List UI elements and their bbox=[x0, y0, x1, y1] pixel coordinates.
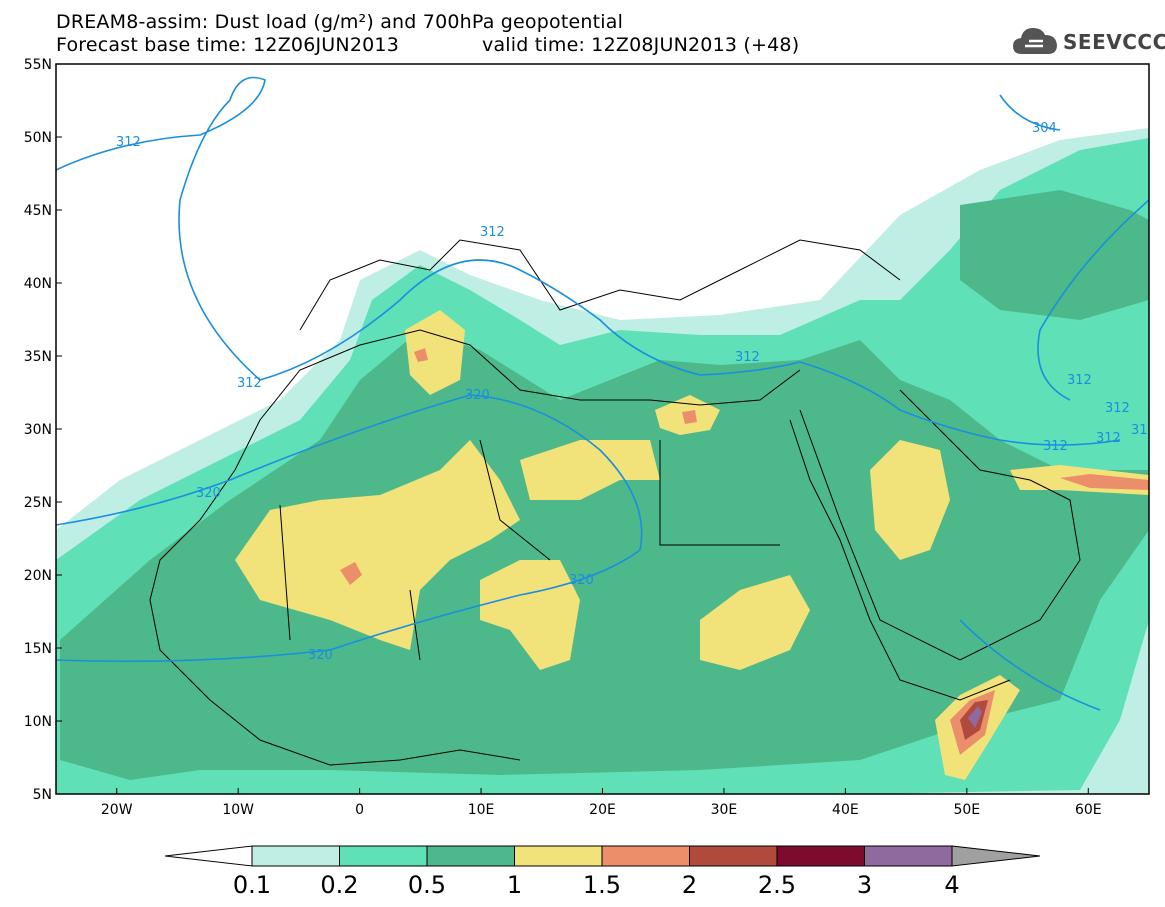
lon-tick-label: 40E bbox=[832, 802, 859, 818]
logo-text: SEEVCCC bbox=[1063, 30, 1165, 54]
dust-band-1.5-tunisia bbox=[414, 348, 428, 362]
coastline-west-africa bbox=[149, 469, 521, 766]
dust-band-1-arabia bbox=[870, 440, 950, 560]
contour-label: 312 bbox=[1043, 439, 1068, 454]
colorbar-tick-label: 1 bbox=[507, 871, 522, 899]
lon-tick-label: 10E bbox=[468, 802, 495, 818]
lat-tick-label: 20N bbox=[24, 568, 52, 584]
lat-tick-label: 25N bbox=[24, 495, 52, 511]
dust-band-3-somalia bbox=[968, 706, 982, 728]
lon-tick-label: 20W bbox=[101, 802, 133, 818]
colorbar-tick-label: 3 bbox=[857, 871, 872, 899]
contour-label: 304 bbox=[1032, 121, 1057, 136]
colorbar-segment bbox=[426, 845, 515, 867]
dust-band-0.5 bbox=[60, 330, 1149, 780]
colorbar-min-triangle bbox=[164, 845, 253, 867]
latitude-axis: 55N 50N 45N 40N 35N 30N 25N 20N 15N 10N 5N bbox=[24, 57, 62, 803]
colorbar-tick-label: 0.5 bbox=[408, 871, 446, 899]
contour-labels: 312 312 312 312 304 312 320 320 320 320 … bbox=[116, 121, 1148, 663]
contour-312-atlantic bbox=[56, 76, 1121, 446]
contour-label: 312 bbox=[116, 135, 141, 150]
forecast-base-time: Forecast base time: 12Z06JUN2013 bbox=[56, 34, 399, 56]
coastline-europe bbox=[299, 239, 901, 331]
dust-band-1.5-gulf bbox=[1060, 474, 1149, 490]
contour-label: 320 bbox=[465, 388, 490, 403]
contour-label: 312 bbox=[1105, 401, 1130, 416]
colorbar-tick-label: 2 bbox=[682, 871, 697, 899]
dust-band-1-tunisia bbox=[405, 310, 465, 395]
dust-band-0.5-ne bbox=[960, 190, 1149, 320]
colorbar-segment bbox=[689, 845, 778, 867]
dust-band-1-sahara-west bbox=[235, 440, 520, 650]
colorbar-tick-label: 0.1 bbox=[233, 871, 271, 899]
coastline-north-africa bbox=[234, 329, 801, 471]
contour-label: 312 bbox=[1067, 373, 1092, 388]
contour-320 bbox=[56, 394, 643, 663]
dust-band-1.5-egypt bbox=[682, 410, 697, 424]
dust-band-1-sahara-central bbox=[520, 440, 660, 500]
seevccc-logo: SEEVCCC bbox=[1011, 22, 1165, 62]
lat-tick-label: 35N bbox=[24, 349, 52, 365]
lat-tick-label: 40N bbox=[24, 276, 52, 292]
lon-tick-label: 60E bbox=[1075, 802, 1102, 818]
colorbar-tick-label: 1.5 bbox=[583, 871, 621, 899]
lon-tick-label: 50E bbox=[953, 802, 980, 818]
valid-time: valid time: 12Z08JUN2013 (+48) bbox=[482, 34, 800, 56]
border-line-1 bbox=[279, 504, 291, 641]
lat-tick-label: 50N bbox=[24, 130, 52, 146]
coastlines bbox=[149, 239, 1081, 766]
lon-tick-label: 10W bbox=[222, 802, 254, 818]
contour-label: 320 bbox=[308, 648, 333, 663]
contour-label: 312 bbox=[480, 225, 505, 240]
colorbar-segment bbox=[514, 845, 603, 867]
colorbar-segment bbox=[339, 845, 428, 867]
coastline-arabia bbox=[799, 389, 1081, 661]
dust-band-1-sudan bbox=[700, 575, 810, 670]
lon-tick-label: 30E bbox=[711, 802, 738, 818]
contour-label: 312 bbox=[237, 376, 262, 391]
contour-label: 320 bbox=[196, 486, 221, 501]
coastline-red-sea bbox=[789, 419, 1011, 701]
contour-312-east bbox=[999, 94, 1061, 131]
colorbar: 0.1 0.2 0.5 1 1.5 2 2.5 3 4 bbox=[164, 845, 1041, 899]
border-line-4 bbox=[479, 439, 551, 561]
lon-tick-label: 20E bbox=[589, 802, 616, 818]
colorbar-segment bbox=[864, 845, 953, 867]
colorbar-segment bbox=[601, 845, 690, 867]
map-title-line1: DREAM8-assim: Dust load (g/m²) and 700hP… bbox=[56, 11, 624, 33]
colorbar-max-triangle bbox=[951, 845, 1041, 867]
dust-fields bbox=[56, 128, 1149, 794]
lat-tick-label: 30N bbox=[24, 422, 52, 438]
contour-label: 312 bbox=[1096, 431, 1121, 446]
lon-tick-label: 0 bbox=[355, 802, 364, 818]
dust-band-1.5-mali bbox=[340, 562, 362, 585]
colorbar-segment bbox=[776, 845, 865, 867]
contour-312-caspian bbox=[1037, 199, 1149, 401]
lat-tick-label: 55N bbox=[24, 57, 52, 73]
colorbar-tick-label: 2.5 bbox=[758, 871, 796, 899]
contour-label: 31 bbox=[1131, 423, 1148, 438]
lat-tick-label: 45N bbox=[24, 203, 52, 219]
colorbar-tick-label: 4 bbox=[944, 871, 959, 899]
lat-tick-label: 5N bbox=[33, 787, 52, 803]
contour-320-east bbox=[959, 619, 1101, 711]
lat-tick-label: 15N bbox=[24, 641, 52, 657]
border-line-2 bbox=[409, 589, 421, 661]
contour-label: 312 bbox=[735, 350, 760, 365]
lat-tick-label: 10N bbox=[24, 714, 52, 730]
colorbar-segment bbox=[251, 845, 340, 867]
geopotential-contours bbox=[56, 76, 1149, 711]
contour-label: 320 bbox=[569, 573, 594, 588]
colorbar-tick-label: 0.2 bbox=[320, 871, 358, 899]
cloud-icon bbox=[1013, 28, 1057, 54]
longitude-axis: 20W 10W 0 10E 20E 30E 40E 50E 60E bbox=[101, 788, 1102, 818]
border-line-3 bbox=[659, 440, 780, 546]
